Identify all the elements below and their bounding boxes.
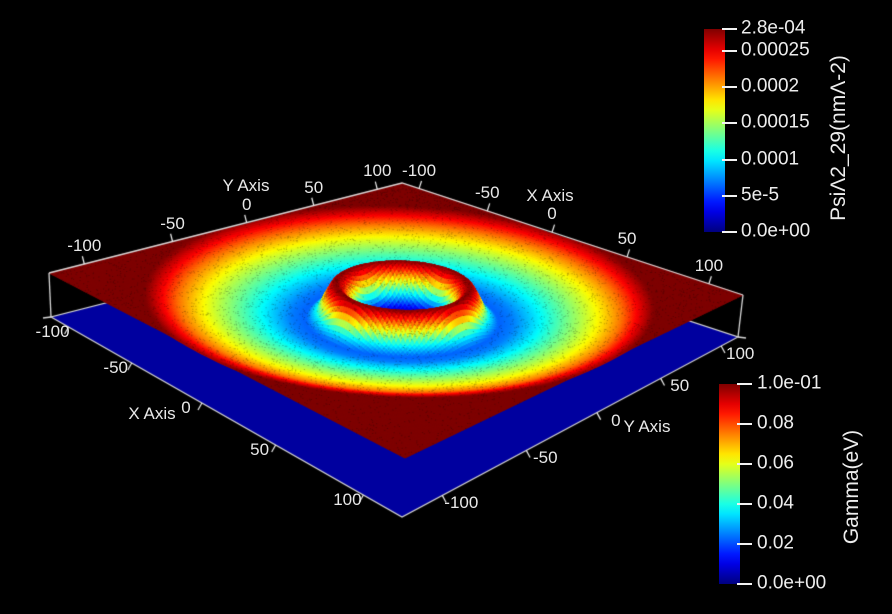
colorbar-tick-mark	[722, 158, 737, 161]
colorbar-tick-label: 0.06	[757, 452, 794, 474]
colorbar-tick-label: 0.08	[757, 412, 794, 434]
colorbar-tick-mark	[737, 503, 752, 505]
colorbar-tick-mark	[722, 231, 737, 233]
colorbar-tick-label: 1.0e-01	[757, 372, 822, 394]
colorbar-gamma-gradient[interactable]	[719, 384, 740, 584]
colorbar-psi-gradient[interactable]	[704, 29, 725, 232]
colorbar-tick-label: 0.04	[757, 492, 794, 514]
colorbar-tick-mark	[722, 122, 737, 125]
colorbar-tick-mark	[737, 543, 752, 545]
colorbar-tick-label: 0.00015	[741, 111, 810, 133]
colorbar-tick-mark	[722, 49, 737, 52]
colorbar-tick-mark	[737, 423, 752, 425]
colorbar-tick-mark	[722, 86, 737, 88]
colorbar-tick-mark	[737, 583, 752, 585]
colorbar-psi-title: PsiΛ2_29(nmΛ-2)	[827, 55, 850, 221]
colorbar-tick-mark	[722, 194, 737, 197]
colorbar-tick-label: 0.0002	[741, 75, 800, 97]
colorbar-tick-mark	[737, 463, 752, 465]
colorbar-tick-label: 0.00025	[741, 39, 810, 61]
colorbar-tick-label: 0.0001	[741, 148, 800, 170]
colorbar-tick-mark	[722, 28, 737, 30]
colorbar-tick-mark	[737, 383, 752, 385]
colorbar-tick-label: 0.02	[757, 532, 794, 554]
colorbar-tick-label: 0.0e+00	[741, 220, 811, 242]
colorbar-tick-label: 5e-5	[741, 184, 780, 206]
colorbar-tick-label: 0.0e+00	[757, 572, 827, 594]
colorbar-gamma-title: Gamma(eV)	[840, 429, 863, 545]
colorbar-tick-label: 2.8e-04	[741, 17, 806, 39]
